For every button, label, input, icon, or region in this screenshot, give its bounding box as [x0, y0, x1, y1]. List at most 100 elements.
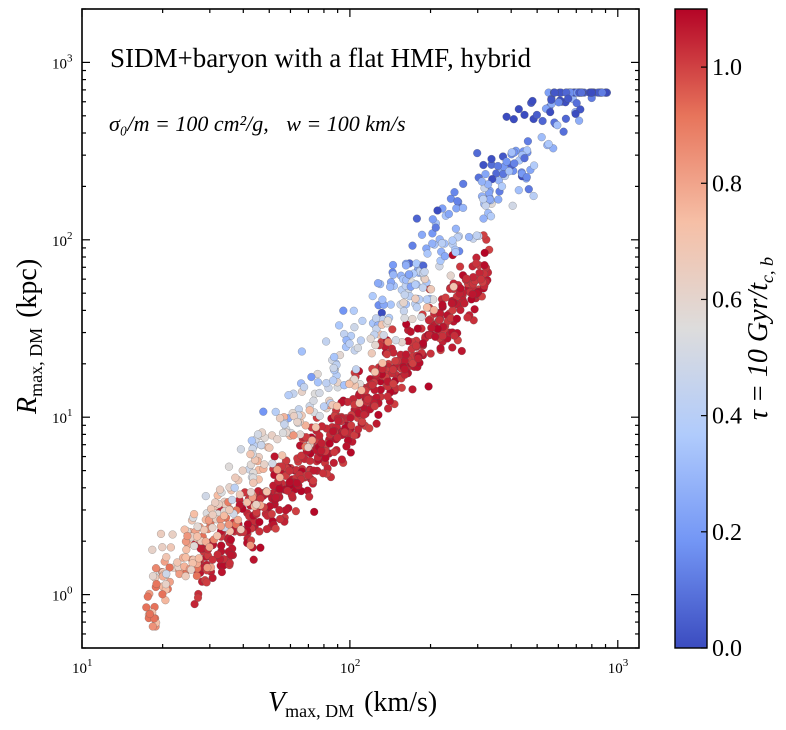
data-point: [388, 365, 398, 374]
axis-ticks: 101 102 103 100 101 102 103: [52, 8, 639, 677]
data-point: [278, 428, 288, 438]
data-point: [370, 402, 379, 411]
data-point: [440, 252, 450, 261]
colorbar-tick-label: 0.4: [712, 404, 742, 430]
annotation-params: σ₀/m = 100 cm²/g, w = 100 km/s: [109, 111, 406, 136]
data-point: [283, 486, 292, 495]
data-point: [329, 363, 338, 373]
data-point: [400, 365, 409, 374]
data-point: [151, 564, 161, 573]
data-point: [271, 493, 280, 502]
data-point: [213, 531, 222, 540]
data-point: [399, 298, 408, 307]
data-point: [203, 563, 212, 572]
data-point: [225, 505, 234, 515]
data-point: [193, 522, 202, 531]
y-tick-label: 103: [52, 52, 73, 72]
data-point: [365, 424, 374, 433]
data-point: [275, 505, 284, 515]
colorbar-label-t: t: [743, 282, 774, 291]
data-point: [449, 282, 458, 291]
data-point: [493, 161, 503, 171]
data-point: [520, 110, 529, 120]
data-point: [451, 224, 461, 233]
data-point: [238, 466, 247, 475]
data-point: [508, 201, 517, 210]
data-point: [529, 191, 538, 201]
data-point: [321, 337, 331, 346]
data-point: [291, 507, 301, 516]
data-point: [424, 316, 434, 325]
data-point: [397, 383, 406, 392]
data-point: [313, 378, 323, 387]
data-point: [311, 423, 320, 432]
data-point: [559, 127, 568, 136]
data-point: [315, 431, 324, 440]
data-point: [330, 447, 339, 457]
y-tick-label: 101: [52, 407, 73, 427]
data-point: [481, 169, 490, 179]
data-point: [391, 336, 400, 345]
data-point: [328, 427, 338, 436]
data-point: [259, 407, 268, 416]
x-tick-label: 101: [72, 657, 93, 677]
data-point: [285, 466, 294, 475]
data-point: [202, 578, 211, 587]
data-point: [253, 430, 263, 439]
data-point: [305, 456, 315, 466]
plot-border: [81, 8, 640, 649]
data-point: [246, 541, 255, 550]
data-point: [345, 339, 354, 348]
data-point: [190, 599, 199, 609]
data-point: [401, 350, 411, 359]
data-point: [270, 452, 279, 461]
data-point: [528, 96, 537, 106]
data-point: [301, 421, 310, 430]
data-point: [235, 490, 245, 499]
data-point: [464, 232, 474, 242]
data-point: [297, 451, 306, 460]
data-point: [281, 456, 291, 466]
data-point: [544, 139, 553, 149]
data-point: [322, 378, 331, 388]
data-point: [572, 98, 581, 108]
data-point: [463, 313, 472, 322]
data-point: [346, 448, 355, 457]
data-point: [452, 314, 462, 323]
data-point: [448, 343, 457, 352]
data-point: [550, 88, 559, 97]
data-point: [507, 148, 516, 157]
data-point: [411, 294, 420, 303]
data-point: [217, 567, 227, 577]
data-point: [345, 379, 354, 389]
data-point: [428, 215, 437, 224]
x-axis-label-units: (km/s): [364, 687, 437, 718]
colorbar: [674, 8, 708, 649]
data-point: [457, 346, 466, 356]
data-point: [226, 535, 236, 544]
data-point: [255, 527, 264, 536]
data-point: [249, 555, 258, 564]
data-point: [571, 109, 580, 119]
data-point: [453, 197, 462, 206]
data-point: [224, 462, 234, 471]
data-point: [438, 300, 447, 309]
data-point: [372, 419, 381, 428]
data-point: [554, 98, 563, 107]
data-point: [504, 167, 514, 176]
data-point: [268, 459, 277, 468]
data-point: [368, 291, 377, 301]
data-point: [446, 271, 455, 280]
data-point: [587, 88, 596, 97]
data-point: [522, 172, 531, 182]
data-point: [577, 88, 586, 97]
data-point: [204, 516, 214, 525]
data-point: [426, 285, 436, 294]
data-point: [325, 439, 334, 448]
data-point: [426, 349, 435, 358]
data-point: [447, 299, 456, 308]
data-point: [422, 303, 432, 312]
data-point: [462, 274, 471, 283]
data-point: [444, 209, 454, 219]
